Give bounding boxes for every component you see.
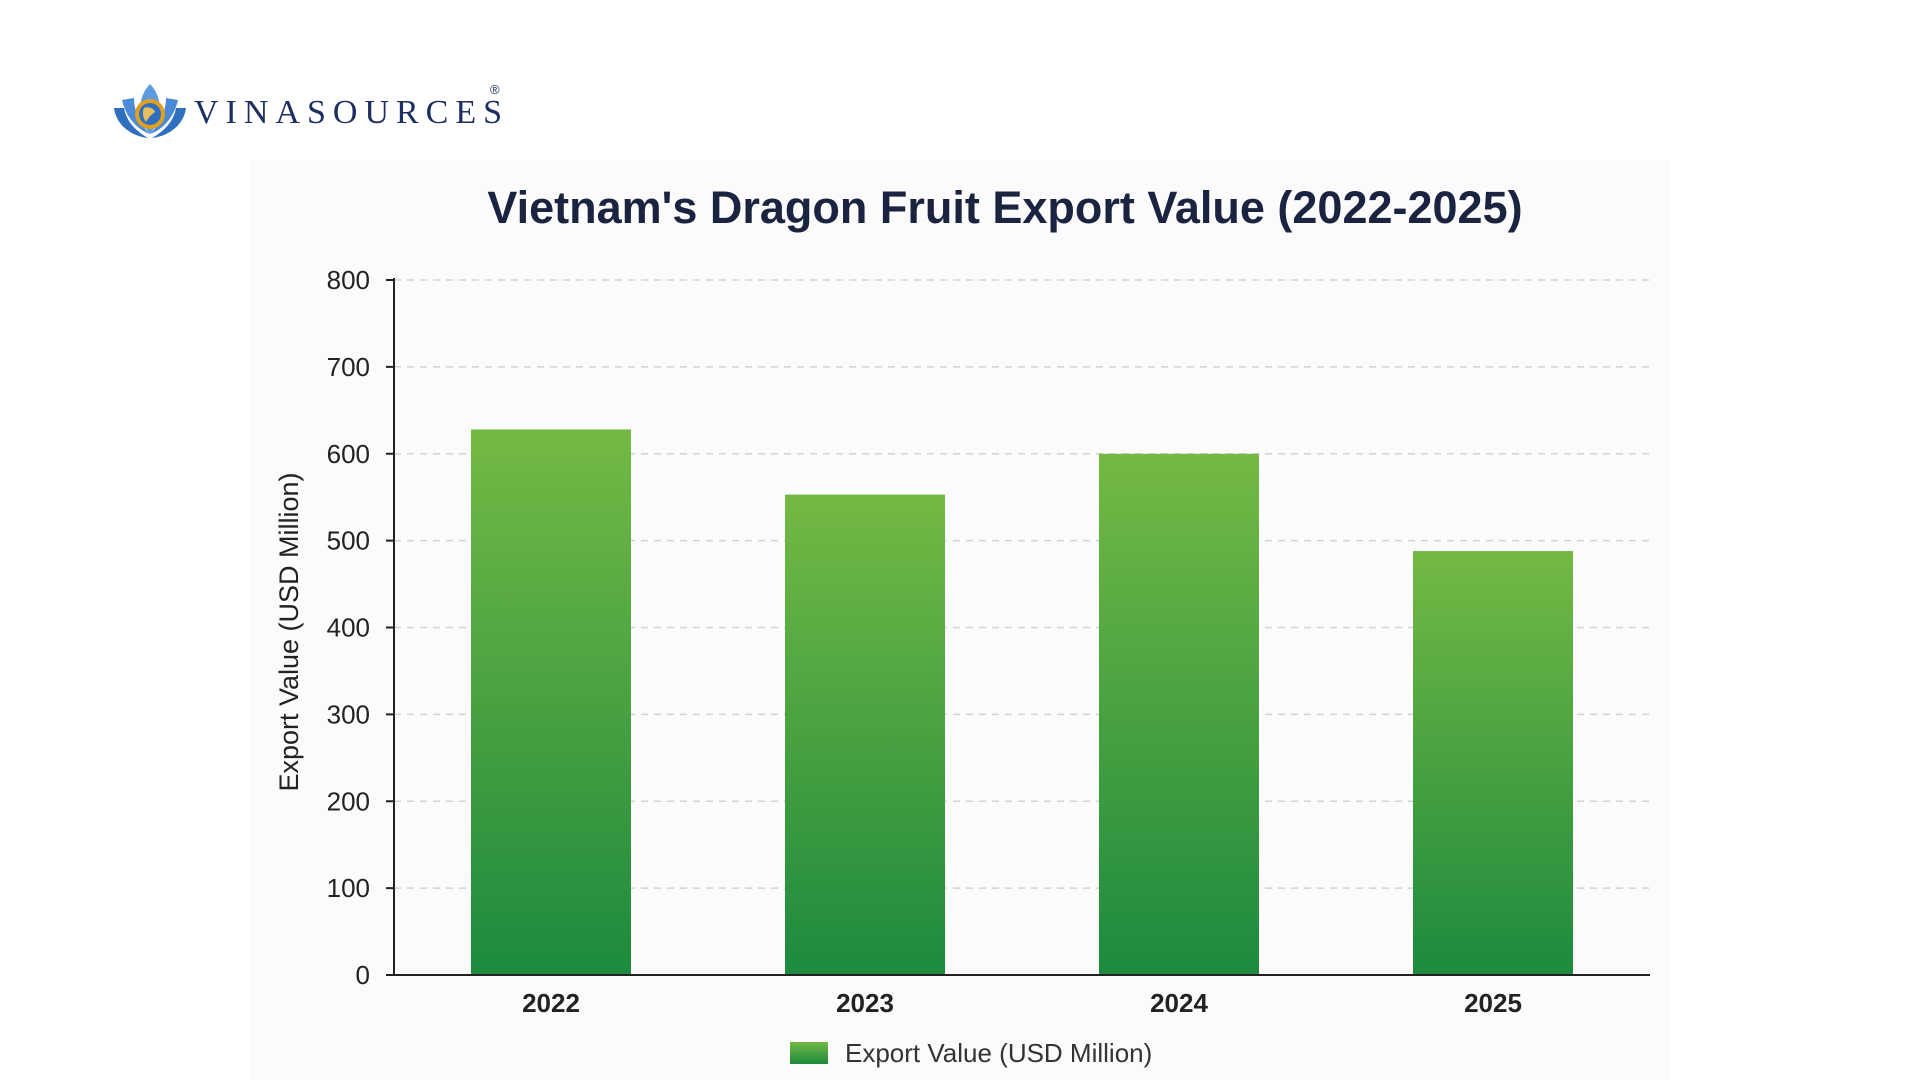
y-tick-label: 400 [327,613,370,643]
registered-mark: ® [490,82,500,97]
brand-name: VINASOURCES [194,94,510,131]
y-tick-label: 800 [327,265,370,295]
bar-2022 [471,429,631,975]
vinasources-logo: VINASOURCES ® [108,78,528,144]
x-axis-ticks: 2022 2023 2024 2025 [522,988,1522,1018]
legend-swatch [790,1042,828,1064]
x-tick-label: 2022 [522,988,580,1018]
chart-title: Vietnam's Dragon Fruit Export Value (202… [487,182,1522,233]
legend: Export Value (USD Million) [790,1038,1152,1068]
bar-2024 [1099,453,1259,975]
y-tick-label: 300 [327,699,370,729]
bar-2023 [785,494,945,975]
y-tick-label: 600 [327,439,370,469]
legend-label: Export Value (USD Million) [845,1038,1152,1068]
bar-2025 [1413,551,1573,975]
x-tick-label: 2024 [1150,988,1208,1018]
y-tick-label: 700 [327,352,370,382]
y-tick-label: 100 [327,873,370,903]
y-tick-label: 200 [327,786,370,816]
x-tick-label: 2023 [836,988,894,1018]
y-tick-label: 0 [356,960,370,990]
y-tick-label: 500 [327,526,370,556]
y-axis-label: Export Value (USD Million) [274,472,304,791]
lotus-logo-icon [114,84,186,138]
x-tick-label: 2025 [1464,988,1522,1018]
bars [471,429,1573,975]
